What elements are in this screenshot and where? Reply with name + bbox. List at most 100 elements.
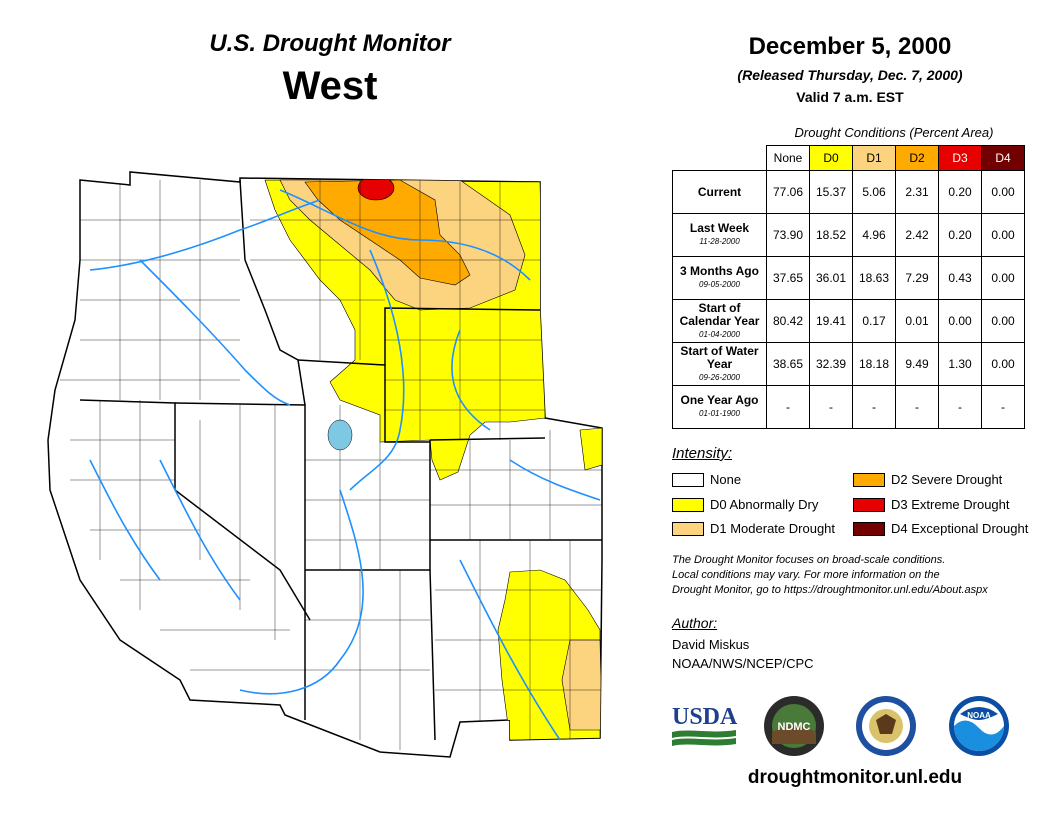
table-cell: 36.01	[809, 256, 853, 300]
table-cell: -	[895, 385, 939, 429]
drought-conditions-table: None D0 D1 D2 D3 D4 Current 77.06 15.37 …	[672, 145, 1025, 429]
valid-time: Valid 7 a.m. EST	[796, 89, 904, 105]
noaa-logo: NOAA	[949, 696, 1009, 756]
legend-swatch	[672, 497, 704, 512]
legend-item-d3: D3 Extreme Drought	[853, 497, 1010, 512]
table-cell: 2.31	[895, 170, 939, 214]
table-cell: 15.37	[809, 170, 853, 214]
legend-item-d4: D4 Exceptional Drought	[853, 521, 1028, 536]
table-cell: -	[766, 385, 810, 429]
drought-map	[47, 171, 603, 758]
row-label-text: Current	[697, 184, 742, 199]
row-label: Start of Water Year 09-26-2000	[672, 342, 767, 386]
legend-label: D4 Exceptional Drought	[891, 521, 1029, 536]
row-label: 3 Months Ago 09-05-2000	[672, 256, 767, 300]
usda-logo: USDA	[672, 704, 738, 746]
col-header-none: None	[766, 145, 810, 171]
table-cell: 5.06	[852, 170, 896, 214]
legend-item-d2: D2 Severe Drought	[853, 472, 1002, 487]
rivers	[89, 189, 601, 741]
noaa-logo-text: NOAA	[967, 711, 991, 720]
release-date: (Released Thursday, Dec. 7, 2000)	[737, 67, 963, 83]
row-label-text: Last Week	[689, 221, 750, 235]
row-label: Start of Calendar Year 01-04-2000	[672, 299, 767, 343]
table-cell: 2.42	[895, 213, 939, 257]
table-cell: 4.96	[852, 213, 896, 257]
table-cell: 0.20	[938, 213, 982, 257]
legend-label: D0 Abnormally Dry	[710, 497, 819, 512]
legend-swatch	[853, 497, 885, 512]
table-row: Start of Calendar Year 01-04-2000 80.42 1…	[672, 299, 1025, 343]
table-cell: 0.00	[981, 213, 1025, 257]
legend-swatch	[672, 521, 704, 536]
col-header-d4: D4	[981, 145, 1025, 171]
legend-label: None	[710, 472, 742, 487]
table-cell: 38.65	[766, 342, 810, 386]
row-label: Last Week 11-28-2000	[672, 213, 767, 257]
row-label-date: 09-26-2000	[699, 372, 740, 382]
commerce-seal	[856, 696, 916, 756]
author-label: Author:	[672, 615, 718, 631]
map-date: December 5, 2000	[748, 33, 952, 60]
table-cell: 0.17	[852, 299, 896, 343]
region-title: West	[282, 64, 378, 108]
usda-logo-text: USDA	[672, 704, 738, 730]
row-label-text: 3 Months Ago	[680, 264, 759, 278]
legend-label: D1 Moderate Drought	[710, 521, 836, 536]
table-cell: 32.39	[809, 342, 853, 386]
legend-label: D2 Severe Drought	[891, 472, 1003, 487]
ndmc-logo-text: NDMC	[778, 721, 811, 733]
table-cell: -	[852, 385, 896, 429]
table-cell: -	[938, 385, 982, 429]
ndmc-logo: NDMC	[764, 696, 824, 756]
table-cell: -	[981, 385, 1025, 429]
col-header-d1: D1	[852, 145, 896, 171]
table-cell: 18.18	[852, 342, 896, 386]
table-cell: 0.00	[981, 170, 1025, 214]
note-line: Drought Monitor, go to https://droughtmo…	[672, 584, 988, 596]
legend-item-d0: D0 Abnormally Dry	[672, 497, 818, 512]
table-cell: 18.52	[809, 213, 853, 257]
table-cell: 0.01	[895, 299, 939, 343]
col-header-d3: D3	[938, 145, 982, 171]
table-row: 3 Months Ago 09-05-2000 37.65 36.01 18.63…	[672, 256, 1025, 300]
row-label: Current	[672, 170, 767, 214]
note-line: Local conditions may vary. For more info…	[672, 569, 940, 581]
author-org: NOAA/NWS/NCEP/CPC	[672, 656, 814, 671]
map-title: U.S. Drought Monitor	[209, 30, 451, 57]
table-cell: 18.63	[852, 256, 896, 300]
table-corner	[673, 146, 767, 171]
d1-area-newmexico	[561, 639, 602, 731]
disclaimer-note: The Drought Monitor focuses on broad-sca…	[672, 553, 1042, 598]
table-row: Last Week 11-28-2000 73.90 18.52 4.96 2.4…	[672, 213, 1025, 257]
table-cell: 0.00	[938, 299, 982, 343]
row-label-date: 09-05-2000	[699, 280, 740, 289]
table-cell: -	[809, 385, 853, 429]
table-cell: 0.00	[981, 299, 1025, 343]
legend-item-d1: D1 Moderate Drought	[672, 521, 835, 536]
table-cell: 1.30	[938, 342, 982, 386]
legend-item-none: None	[672, 472, 741, 487]
legend-swatch	[853, 521, 885, 536]
table-cell: 73.90	[766, 213, 810, 257]
legend-title: Intensity:	[672, 445, 733, 462]
table-row: Start of Water Year 09-26-2000 38.65 32.3…	[672, 342, 1025, 386]
table-row: One Year Ago 01-01-1900 - - - - - -	[672, 385, 1025, 429]
row-label: One Year Ago 01-01-1900	[672, 385, 767, 429]
d0-area-colorado	[579, 427, 602, 471]
table-cell: 19.41	[809, 299, 853, 343]
great-salt-lake	[327, 419, 353, 451]
col-header-d2: D2	[895, 145, 939, 171]
table-cell: 0.00	[981, 342, 1025, 386]
table-cell: 80.42	[766, 299, 810, 343]
website-link[interactable]: droughtmonitor.unl.edu	[747, 767, 963, 788]
table-cell: 0.20	[938, 170, 982, 214]
table-cell: 7.29	[895, 256, 939, 300]
legend-label: D3 Extreme Drought	[891, 497, 1010, 512]
row-label-text: Start of Calendar Year	[679, 300, 760, 328]
table-cell: 0.00	[981, 256, 1025, 300]
row-label-date: 01-01-1900	[699, 409, 740, 418]
table-header-row: None D0 D1 D2 D3 D4	[673, 145, 1025, 171]
table-cell: 9.49	[895, 342, 939, 386]
author-name: David Miskus	[672, 637, 750, 652]
